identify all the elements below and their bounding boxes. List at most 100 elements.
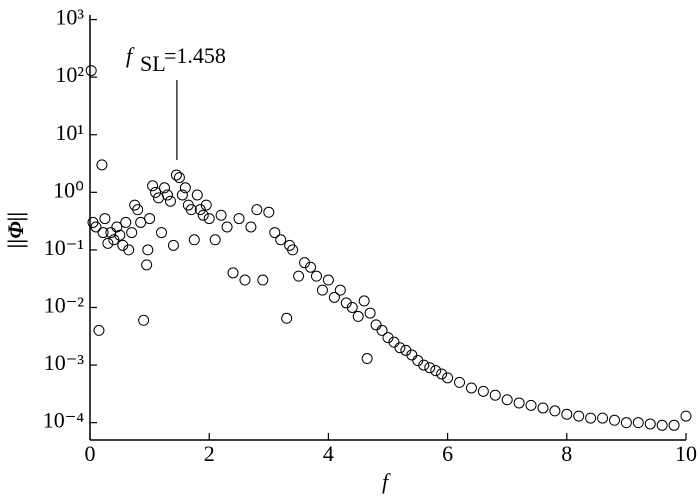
scatter-point — [93, 324, 105, 336]
scatter-point — [233, 213, 245, 225]
scatter-point — [620, 417, 632, 429]
scatter-point — [102, 237, 114, 249]
scatter-point — [150, 186, 162, 198]
scatter-point — [159, 182, 170, 194]
scatter-point — [632, 417, 644, 429]
x-tick-label: 0 — [85, 441, 96, 466]
scatter-point — [561, 408, 573, 420]
annotation-value: =1.458 — [164, 43, 226, 68]
scatter-point — [316, 284, 328, 296]
scatter-point — [263, 206, 275, 218]
scatter-point — [269, 227, 281, 239]
scatter-point — [97, 227, 109, 239]
scatter-point — [111, 221, 123, 233]
scatter-point — [275, 234, 287, 246]
y-axis-label: ||Φ|| — [3, 212, 28, 249]
scatter-point — [120, 216, 132, 228]
scatter-point — [251, 204, 263, 216]
scatter-point — [161, 189, 173, 201]
y-tick-label: 10⁻⁴ — [43, 408, 85, 433]
scatter-point — [257, 274, 269, 286]
scatter-point — [221, 221, 233, 233]
x-axis-label: f — [382, 469, 391, 494]
annotation-symbol: f — [126, 43, 135, 68]
x-tick-label: 4 — [323, 441, 334, 466]
scatter-point — [281, 312, 293, 324]
scatter-point — [442, 372, 454, 384]
scatter-point — [656, 419, 668, 431]
scatter-point — [364, 307, 376, 319]
scatter-point — [465, 382, 477, 394]
scatter-point — [200, 199, 212, 211]
y-tick-label: 10⁰ — [53, 177, 84, 202]
scatter-point — [573, 410, 585, 422]
scatter-point — [501, 394, 513, 406]
scatter-point — [203, 213, 215, 225]
scatter-point — [549, 405, 561, 417]
annotation-subscript: SL — [140, 51, 166, 76]
scatter-point — [358, 295, 370, 307]
scatter-point — [537, 402, 549, 414]
scatter-point — [346, 301, 358, 313]
scatter-point — [334, 284, 346, 296]
y-tick-label: 10⁻³ — [44, 350, 85, 375]
scatter-point — [525, 399, 537, 411]
scatter-point — [418, 359, 430, 371]
scatter-point — [310, 270, 322, 282]
y-tick-label: 10⁻¹ — [44, 235, 84, 260]
scatter-point — [322, 274, 334, 286]
scatter-point — [156, 227, 168, 239]
scatter-point — [454, 376, 466, 388]
scatter-point — [406, 349, 418, 361]
scatter-point — [138, 314, 150, 326]
scatter-point — [185, 204, 197, 216]
y-tick-label: 10¹ — [55, 120, 84, 145]
scatter-point — [513, 397, 525, 409]
scatter-point — [142, 244, 154, 256]
y-tick-label: 10³ — [55, 5, 84, 30]
scatter-point — [114, 229, 126, 241]
scatter-point — [188, 234, 200, 246]
x-tick-label: 8 — [561, 441, 572, 466]
scatter-point — [132, 204, 144, 216]
scatter-point — [424, 362, 436, 374]
scatter-point — [394, 342, 406, 354]
scatter-point — [489, 389, 501, 401]
scatter-point — [123, 244, 135, 256]
x-tick-label: 10 — [675, 441, 697, 466]
scatter-point — [305, 261, 317, 273]
scatter-point — [388, 336, 400, 348]
scatter-point — [430, 365, 442, 377]
scatter-point — [173, 172, 185, 184]
scatter-point — [191, 189, 203, 201]
scatter-point — [227, 267, 239, 279]
scatter-point — [585, 412, 597, 424]
scatter-point — [328, 291, 340, 303]
scatter-point — [170, 169, 182, 181]
y-tick-label: 10⁻² — [44, 293, 85, 318]
scatter-point — [164, 195, 176, 207]
x-tick-label: 6 — [442, 441, 453, 466]
scatter-point — [361, 353, 373, 365]
scatter-point — [370, 319, 382, 331]
scatter-point — [293, 270, 305, 282]
x-tick-label: 2 — [204, 441, 215, 466]
scatter-point — [147, 180, 159, 192]
scatter-point — [477, 385, 489, 397]
scatter-point — [90, 221, 102, 233]
scatter-point — [99, 213, 111, 225]
scatter-point — [287, 244, 299, 256]
scatter-point — [126, 227, 138, 239]
scatter-point — [352, 310, 364, 322]
scatter-point — [215, 209, 227, 221]
scatter-point — [141, 259, 153, 271]
scatter-point — [167, 239, 179, 251]
scatter-point — [144, 213, 156, 225]
scatter-point — [245, 221, 257, 233]
scatter-point — [376, 324, 388, 336]
scatter-point — [668, 419, 680, 431]
scatter-point — [96, 159, 108, 171]
scatter-point — [135, 216, 147, 228]
